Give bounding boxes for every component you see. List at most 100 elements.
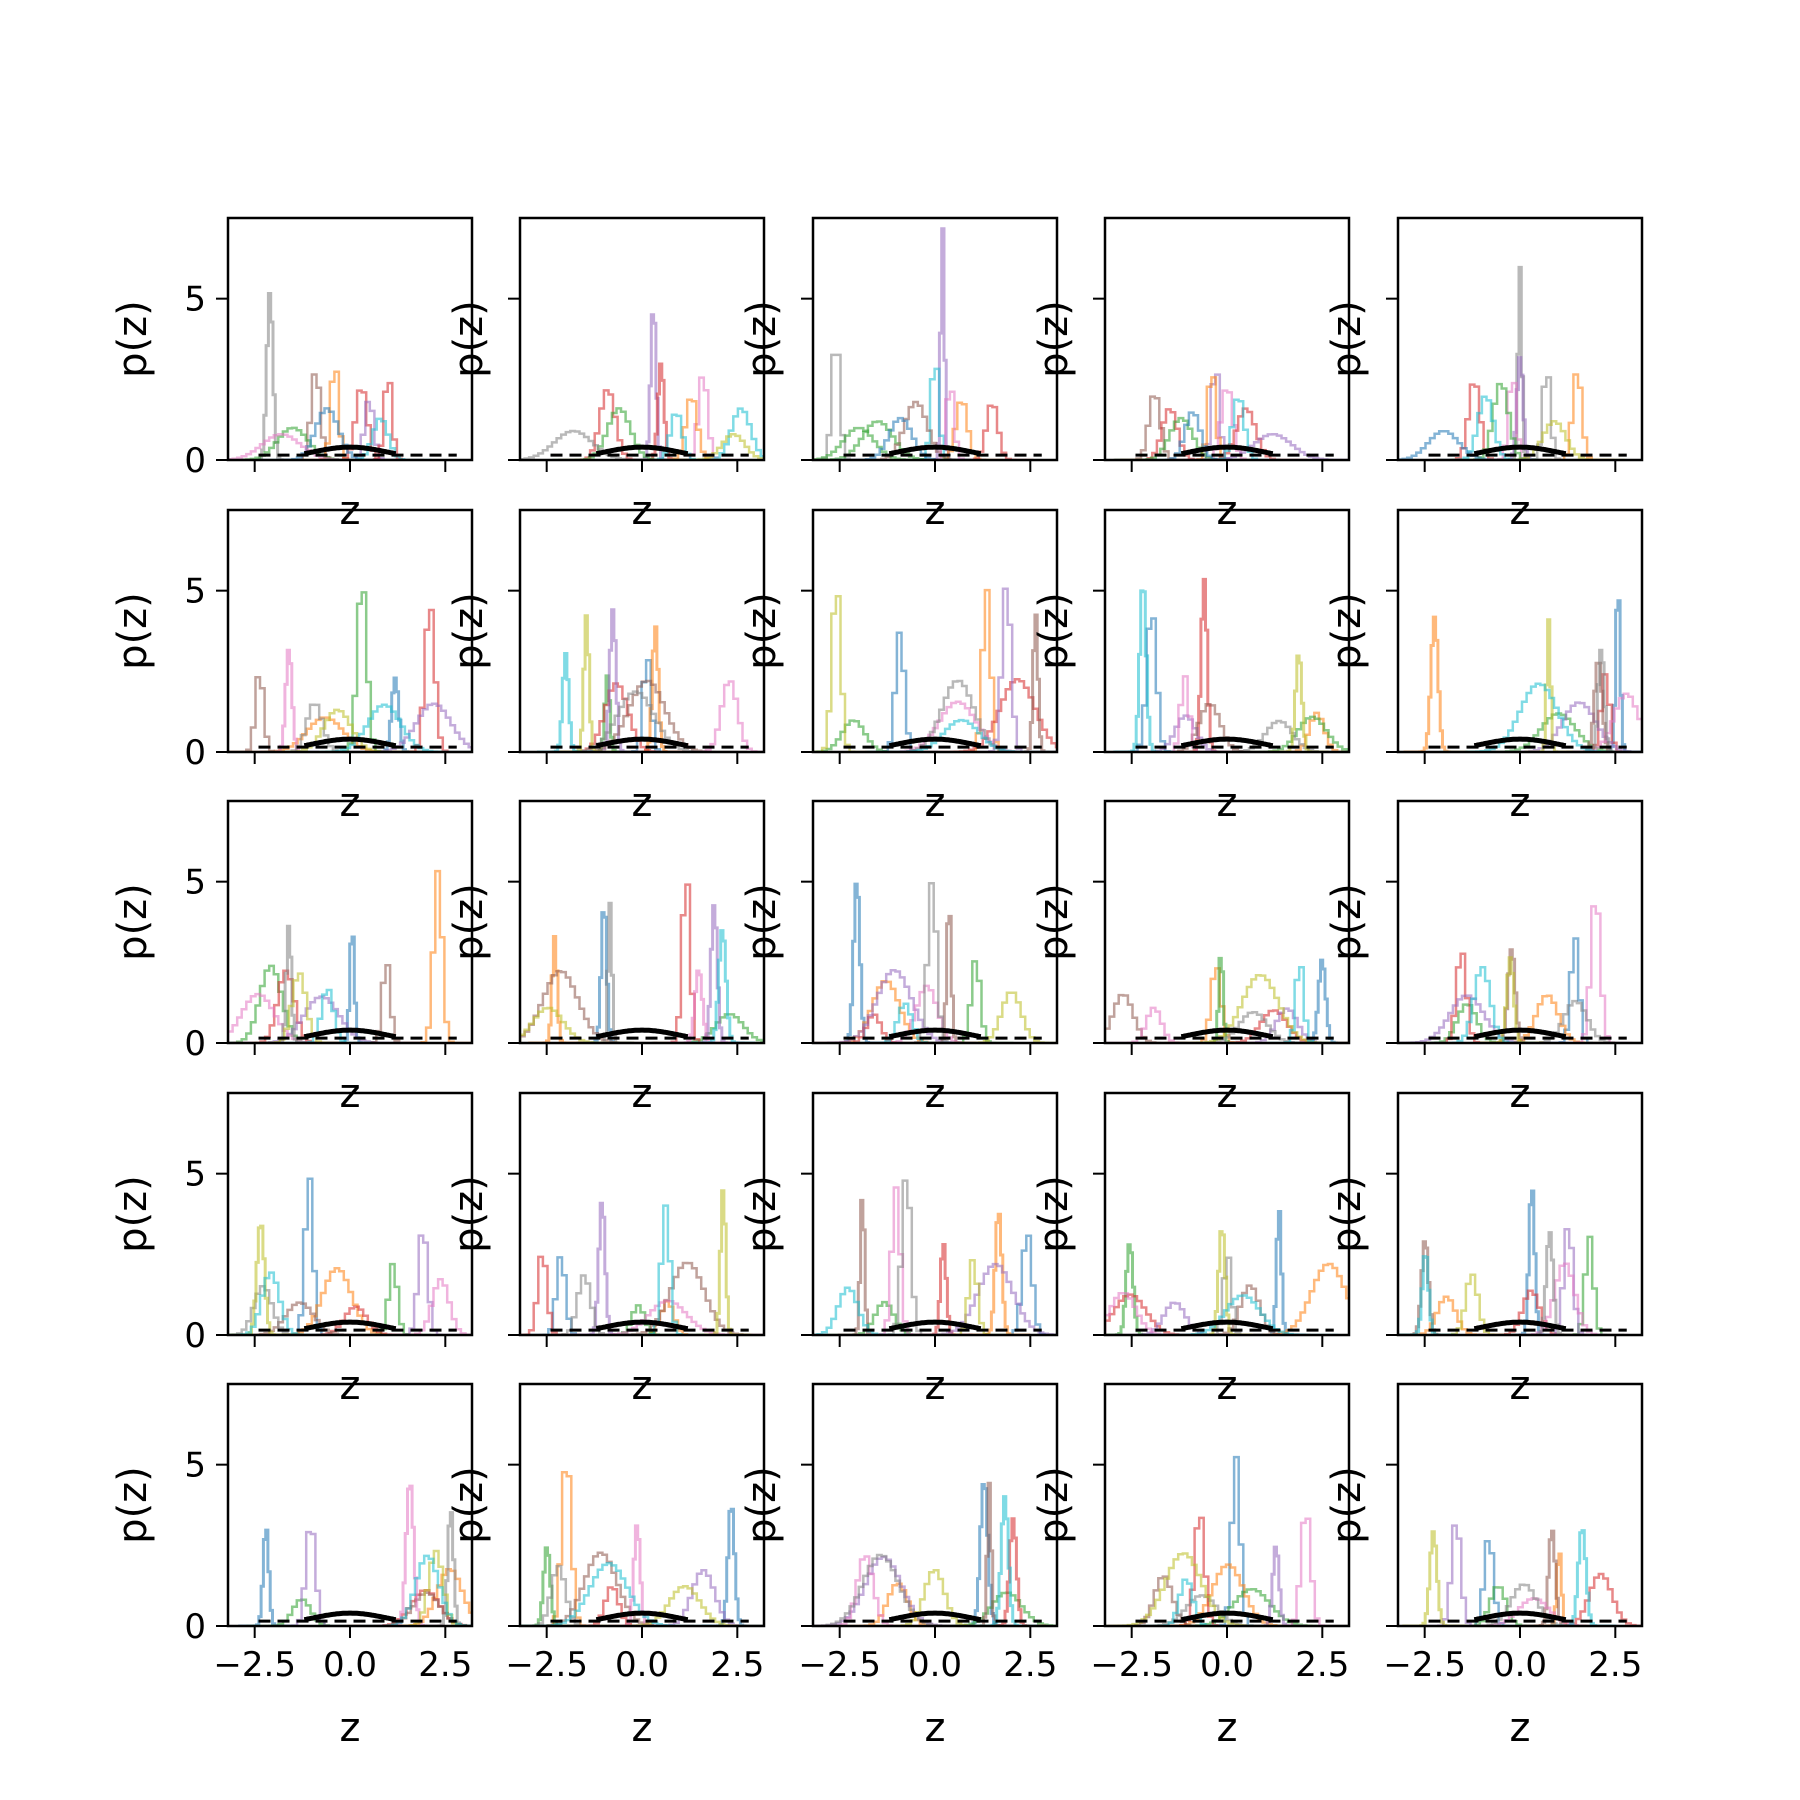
y-tick-label: 0 bbox=[184, 1024, 206, 1064]
histogram-trace-0 bbox=[864, 631, 939, 752]
histogram-trace-0 bbox=[576, 911, 632, 1043]
x-tick-label: 2.5 bbox=[1003, 1645, 1057, 1685]
histogram-trace-2 bbox=[358, 1262, 432, 1335]
gaussian-reference-curve bbox=[303, 444, 397, 457]
gaussian-reference-curve bbox=[595, 736, 689, 749]
histogram-trace-6 bbox=[1105, 1291, 1197, 1335]
histogram-trace-2 bbox=[594, 1304, 682, 1335]
gaussian-reference-curve bbox=[595, 444, 689, 457]
histogram-trace-9 bbox=[1550, 1529, 1617, 1626]
histogram-trace-5 bbox=[1521, 1529, 1584, 1626]
histogram-trace-6 bbox=[667, 969, 732, 1043]
subplot-r3-c4: z p(z) bbox=[1324, 1091, 1644, 1409]
subplot-r2-c4: zp(z) bbox=[1324, 799, 1644, 1117]
histogram-trace-1 bbox=[952, 588, 1022, 752]
gaussian-reference-curve bbox=[303, 736, 397, 749]
y-tick-label: 0 bbox=[184, 1607, 206, 1647]
histogram-trace-0 bbox=[827, 882, 887, 1043]
x-axis-label: z bbox=[1217, 780, 1238, 826]
histogram-trace-9 bbox=[537, 652, 595, 752]
subplot-r4-c1: −2.5 0.0 2.5 z p(z) bbox=[446, 1382, 766, 1751]
histogram-trace-0 bbox=[701, 1507, 764, 1626]
gaussian-reference-curve bbox=[303, 1319, 397, 1332]
histogram-trace-0 bbox=[952, 1483, 1017, 1626]
histogram-trace-2 bbox=[1196, 956, 1247, 1043]
histogram-trace-8 bbox=[1192, 1230, 1252, 1335]
x-axis-label: z bbox=[632, 1705, 653, 1751]
subplot-r3-c2: z p(z) bbox=[739, 1091, 1059, 1409]
histogram-trace-3 bbox=[915, 1243, 973, 1335]
histogram-trace-9 bbox=[973, 1495, 1038, 1626]
y-axis-label: p(z) bbox=[446, 883, 492, 961]
gaussian-reference-curve bbox=[888, 1319, 982, 1332]
histogram-trace-1 bbox=[1491, 356, 1551, 460]
subplot-r1-c1: z p(z) bbox=[446, 508, 766, 826]
y-axis-label: p(z) bbox=[446, 300, 492, 378]
gaussian-reference-curve bbox=[1180, 444, 1274, 457]
gaussian-reference-curve bbox=[1180, 1610, 1274, 1623]
histogram-trace-3 bbox=[1175, 577, 1233, 752]
subplot-r0-c4: zp(z) bbox=[1324, 216, 1644, 534]
gaussian-reference-curve bbox=[888, 1610, 982, 1623]
histogram-trace-0 bbox=[1496, 265, 1545, 460]
histogram-trace-1 bbox=[632, 362, 692, 460]
histogram-trace-0 bbox=[241, 292, 301, 460]
histogram-trace-2 bbox=[302, 370, 371, 460]
subplot-r1-c2: z p(z) bbox=[739, 508, 1059, 826]
x-tick-label: 0.0 bbox=[908, 1645, 962, 1685]
subplot-r3-c3: z p(z) bbox=[1031, 1091, 1351, 1409]
histogram-trace-3 bbox=[1570, 673, 1642, 752]
y-axis-label: p(z) bbox=[110, 883, 156, 961]
histogram-trace-8 bbox=[559, 614, 615, 752]
histogram-trace-1 bbox=[1179, 376, 1248, 460]
histogram-trace-7 bbox=[1572, 648, 1632, 752]
x-tick-label: −2.5 bbox=[798, 1645, 881, 1685]
x-axis-label: z bbox=[925, 1705, 946, 1751]
y-tick-label: 0 bbox=[184, 733, 206, 773]
histogram-trace-9 bbox=[631, 1204, 705, 1335]
histogram-trace-8 bbox=[917, 390, 987, 460]
x-axis-label: z bbox=[632, 780, 653, 826]
subplot-r4-c3: −2.5 0.0 2.5 z p(z) bbox=[1031, 1382, 1351, 1751]
subplot-r2-c1: zp(z) bbox=[446, 799, 766, 1117]
subplot-r1-c3: z p(z) bbox=[1031, 508, 1351, 826]
y-axis-label: p(z) bbox=[1324, 300, 1370, 378]
histogram-trace-8 bbox=[1269, 654, 1329, 752]
x-axis-label: z bbox=[1510, 1363, 1531, 1409]
histogram-trace-0 bbox=[238, 1528, 296, 1626]
histogram-trace-0 bbox=[1504, 1189, 1562, 1335]
y-axis-label: p(z) bbox=[110, 300, 156, 378]
histogram-trace-7 bbox=[262, 924, 318, 1043]
y-axis-label: p(z) bbox=[1031, 592, 1077, 670]
histogram-trace-7 bbox=[1194, 1256, 1264, 1335]
histogram-trace-0 bbox=[326, 935, 380, 1043]
gaussian-reference-curve bbox=[303, 1027, 397, 1040]
histogram-trace-1 bbox=[968, 1212, 1031, 1335]
subplot-grid: 05zp(z)zp(z)zp(z)zp(z)zp(z)05zp(z)zp(z)z… bbox=[110, 216, 1644, 1751]
subplot-r4-c0: −2.5 0.0 2.5 0 5 z p(z) bbox=[110, 1382, 474, 1751]
histogram-trace-1 bbox=[627, 625, 685, 752]
x-tick-label: 0.0 bbox=[1493, 1645, 1547, 1685]
histogram-trace-0 bbox=[1253, 1210, 1306, 1335]
subplot-r0-c3: zp(z) bbox=[1031, 216, 1351, 534]
histogram-trace-0 bbox=[1183, 373, 1252, 460]
histogram-trace-9 bbox=[1398, 1255, 1456, 1335]
y-tick-label: 5 bbox=[184, 572, 206, 612]
histogram-trace-1 bbox=[1533, 1552, 1587, 1626]
histogram-trace-0 bbox=[1202, 1455, 1271, 1626]
histogram-trace-5 bbox=[837, 1198, 889, 1335]
histogram-trace-5 bbox=[1480, 948, 1545, 1043]
y-axis-label: p(z) bbox=[446, 1466, 492, 1544]
x-tick-label: 2.5 bbox=[1295, 1645, 1349, 1685]
histogram-trace-6 bbox=[861, 1186, 931, 1335]
gaussian-reference-curve bbox=[1473, 1319, 1567, 1332]
histogram-trace-0 bbox=[364, 676, 429, 752]
y-axis-label: p(z) bbox=[1324, 1466, 1370, 1544]
subplot-r4-c4: −2.5 0.0 2.5 z p(z) bbox=[1324, 1382, 1644, 1751]
histogram-trace-8 bbox=[1402, 1530, 1467, 1626]
histogram-trace-0 bbox=[626, 313, 682, 460]
histogram-trace-8 bbox=[696, 1189, 752, 1335]
y-axis-label: p(z) bbox=[739, 1466, 785, 1544]
